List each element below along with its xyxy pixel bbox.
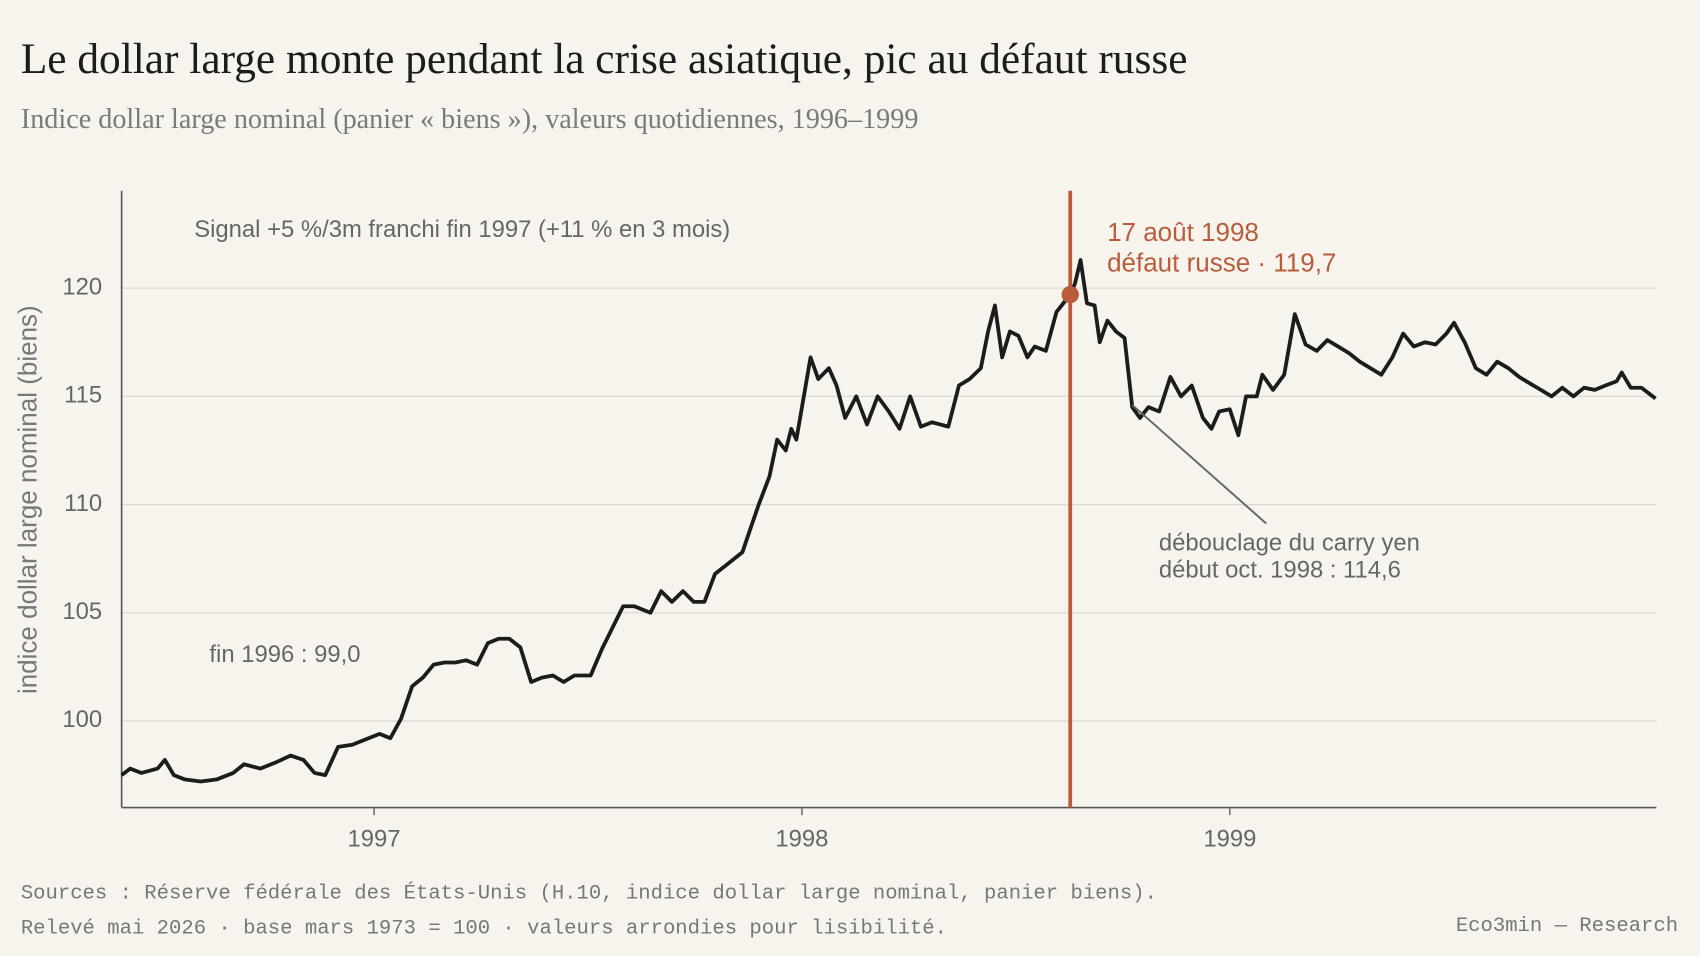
- annotation-label: Signal +5 %/3m franchi fin 1997 (+11 % e…: [194, 216, 730, 243]
- event-label: défaut russe · 119,7: [1107, 247, 1336, 277]
- annotation-label: fin 1996 : 99,0: [209, 641, 360, 668]
- event-label: 17 août 1998: [1107, 217, 1259, 247]
- series-line: [120, 258, 1657, 784]
- y-axis-label: indice dollar large nominal (biens): [12, 305, 42, 694]
- x-tick-label: 1997: [348, 825, 401, 852]
- y-tick-label: 110: [64, 490, 102, 517]
- annotation-label: débouclage du carry yen: [1159, 529, 1420, 556]
- chart-subtitle: Indice dollar large nominal (panier « bi…: [21, 104, 919, 135]
- y-tick-label: 120: [62, 273, 102, 300]
- annotation-label: début oct. 1998 : 114,6: [1159, 557, 1401, 584]
- chart-title: Le dollar large monte pendant la crise a…: [21, 35, 1188, 83]
- event-point: [1061, 285, 1079, 304]
- y-tick-label: 115: [64, 382, 102, 409]
- source: Sources : Réserve fédérale des États-Uni…: [21, 882, 1157, 906]
- y-tick-label: 100: [62, 706, 102, 733]
- annotation-arrow: [1131, 404, 1267, 525]
- source: Relevé mai 2026 · base mars 1973 = 100 ·…: [21, 917, 947, 940]
- credit: Eco3min — Research: [1456, 915, 1678, 938]
- x-tick-label: 1999: [1203, 825, 1256, 852]
- y-tick-label: 105: [62, 598, 102, 625]
- x-tick-label: 1998: [775, 825, 828, 852]
